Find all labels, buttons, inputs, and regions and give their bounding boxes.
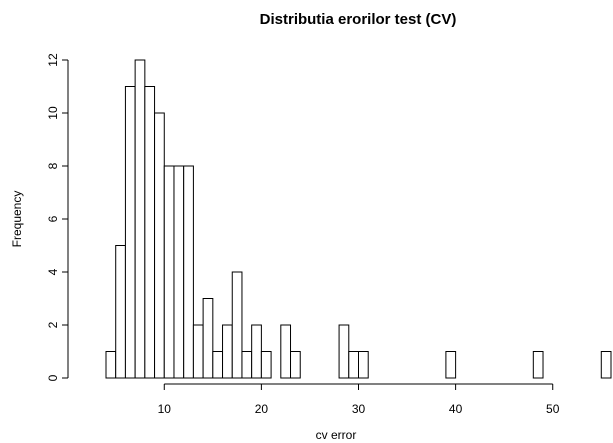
y-tick-label: 10 <box>46 106 60 120</box>
bar <box>251 324 262 379</box>
bar <box>212 351 224 379</box>
bar <box>115 245 126 379</box>
x-axis-label: cv error <box>316 428 357 442</box>
bar <box>134 59 146 379</box>
y-tick-label: 0 <box>46 374 60 381</box>
bar <box>202 298 214 379</box>
bar <box>280 324 292 379</box>
y-tick-label: 8 <box>46 162 60 169</box>
bar <box>260 351 272 379</box>
y-tick-label: 2 <box>46 321 60 328</box>
y-tick-label: 6 <box>46 215 60 222</box>
chart-title: Distributia erorilor test (CV) <box>260 11 457 28</box>
y-tick-label: 4 <box>46 268 60 275</box>
y-tick-label: 12 <box>46 53 60 67</box>
bar <box>532 351 544 379</box>
bar <box>290 351 301 379</box>
bar <box>173 165 185 379</box>
bar <box>124 86 136 379</box>
bar <box>163 165 175 379</box>
bar <box>231 271 243 379</box>
bar <box>222 324 233 379</box>
x-tick-label: 20 <box>255 402 269 416</box>
bar <box>105 351 117 379</box>
x-tick-label: 30 <box>352 402 366 416</box>
bar <box>348 351 359 379</box>
x-tick-label: 40 <box>449 402 463 416</box>
bar <box>241 351 253 379</box>
x-tick-label: 10 <box>158 402 172 416</box>
bar <box>192 324 204 379</box>
bar <box>338 324 350 379</box>
x-tick-label: 50 <box>546 402 560 416</box>
bar <box>154 112 165 379</box>
bar <box>600 351 612 379</box>
y-axis-label: Frequency <box>10 191 24 248</box>
bar <box>445 351 457 379</box>
bar <box>144 86 156 379</box>
bar <box>183 165 194 379</box>
bar <box>358 351 369 379</box>
